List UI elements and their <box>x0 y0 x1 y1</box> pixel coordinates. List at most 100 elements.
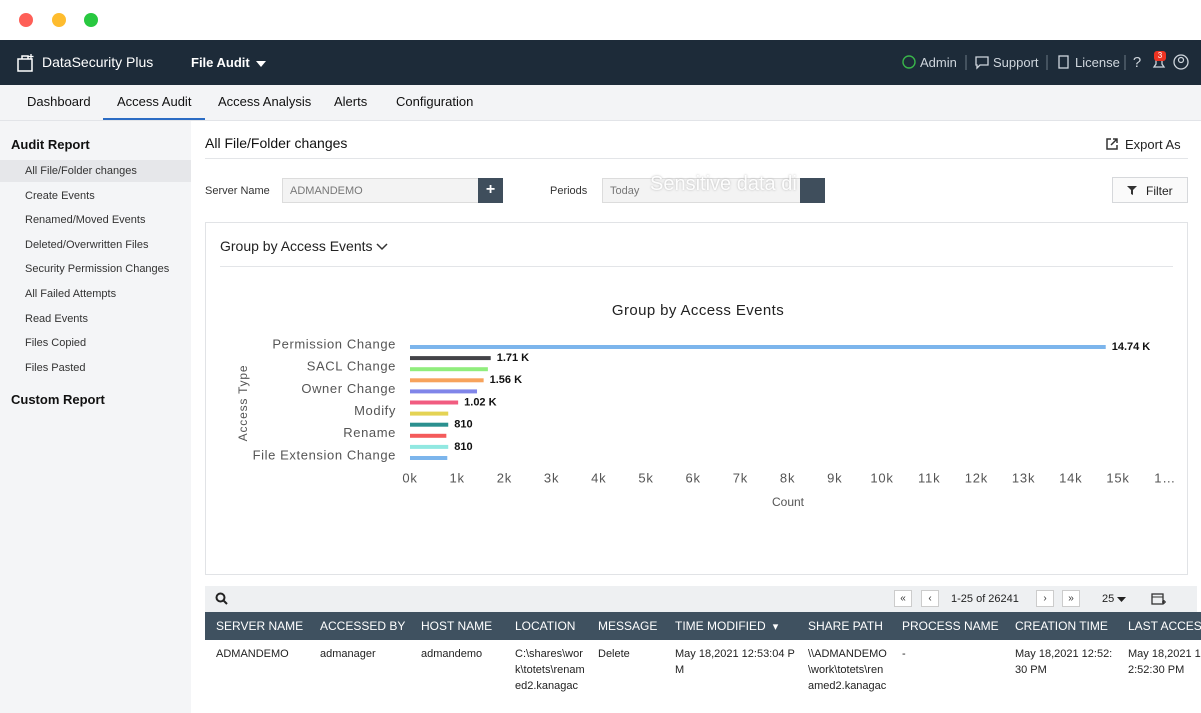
column-header[interactable]: LOCATION <box>515 619 576 633</box>
sidebar-item[interactable]: Files Pasted <box>25 361 86 374</box>
data-label: 1.02 K <box>464 396 496 408</box>
page-title: All File/Folder changes <box>205 135 348 151</box>
sidebar-item[interactable]: All File/Folder changes <box>0 160 191 182</box>
x-axis-label: Count <box>772 495 805 509</box>
add-server-button[interactable]: + <box>478 178 503 203</box>
tab-bar: Dashboard Access Audit Access Analysis A… <box>0 85 1201 121</box>
sidebar-item[interactable]: Renamed/Moved Events <box>25 214 146 227</box>
group-by-selector[interactable]: Group by Access Events <box>220 238 373 254</box>
bar <box>410 389 478 394</box>
maximize-button[interactable] <box>84 13 98 27</box>
bar <box>410 456 448 460</box>
minimize-button[interactable] <box>52 13 66 27</box>
x-tick-label: 8k <box>780 470 795 485</box>
y-tick-label: Modify <box>354 403 396 418</box>
bar <box>410 444 449 449</box>
sidebar-heading[interactable]: Custom Report <box>11 392 105 407</box>
bar <box>410 411 449 416</box>
search-icon[interactable] <box>215 592 229 606</box>
column-header[interactable]: CREATION TIME <box>1015 619 1108 633</box>
license-link[interactable]: License <box>1075 55 1120 70</box>
column-header[interactable]: LAST ACCES <box>1128 619 1201 633</box>
admin-link[interactable]: Admin <box>920 55 957 70</box>
x-tick-label: 10k <box>870 470 893 485</box>
periods-input[interactable]: Today <box>602 178 801 203</box>
prev-page-button[interactable]: ‹ <box>921 590 939 607</box>
notification-badge: 3 <box>1154 51 1166 61</box>
sidebar-item[interactable]: Read Events <box>25 312 88 325</box>
y-axis-label: Access Type <box>236 365 250 442</box>
sidebar-item[interactable]: Files Copied <box>25 337 87 350</box>
bar <box>410 378 484 383</box>
export-icon[interactable] <box>1105 137 1119 151</box>
tab[interactable]: Alerts <box>334 94 368 109</box>
tab[interactable]: Dashboard <box>27 94 91 109</box>
x-tick-label: 7k <box>733 470 748 485</box>
column-header[interactable]: PROCESS NAME <box>902 619 999 633</box>
y-tick-label: Owner Change <box>301 381 396 396</box>
svg-text:?: ? <box>1133 54 1141 71</box>
sidebar-item[interactable]: All Failed Attempts <box>25 288 117 300</box>
column-header[interactable]: TIME MODIFIED <box>675 612 778 640</box>
group-by-caret[interactable] <box>376 243 388 251</box>
close-button[interactable] <box>19 13 33 27</box>
column-header[interactable]: ACCESSED BY <box>320 619 406 633</box>
y-tick-label: Rename <box>343 425 396 440</box>
top-header: DataSecurity Plus File Audit Admin Suppo… <box>0 40 1201 85</box>
module-caret[interactable] <box>255 60 267 68</box>
x-tick-label: 5k <box>638 470 653 485</box>
y-tick-label: SACL Change <box>307 359 396 374</box>
columns-icon[interactable] <box>1151 593 1167 607</box>
bar-chart: Group by Access Events Access Type Count 0k… <box>236 302 1176 509</box>
x-tick-label: 3k <box>544 470 559 485</box>
x-tick-label: 4k <box>591 470 606 485</box>
sidebar-item[interactable]: Deleted/Overwritten Files <box>25 238 149 251</box>
brand-name[interactable]: DataSecurity Plus <box>42 54 154 70</box>
sidebar: Audit Report Custom Report All File/Fold… <box>0 121 191 713</box>
calendar-button[interactable] <box>800 178 825 203</box>
bar <box>410 400 459 405</box>
y-tick-label: File Extension Change <box>253 447 396 462</box>
table-header: SERVER NAME ACCESSED BY HOST NAME LOCATION M… <box>205 612 1201 640</box>
filter-button[interactable]: Filter <box>1112 177 1188 203</box>
table-body: ADMANDEMO admanager admandemo C:\shares\wor… <box>205 640 1201 713</box>
bar <box>410 345 1106 349</box>
table-cell: admanager <box>320 648 376 660</box>
column-header[interactable]: SHARE PATH <box>808 619 883 633</box>
column-header[interactable]: MESSAGE <box>598 619 658 633</box>
data-label: 810 <box>454 441 472 453</box>
tab[interactable]: Access Analysis <box>218 94 312 109</box>
chart-title: Group by Access Events <box>612 302 784 319</box>
x-tick-label: 1… <box>1154 470 1176 485</box>
bar <box>410 367 488 372</box>
pagination-info: 1-25 of 26241 <box>951 593 1019 605</box>
overlay-text: Sensitive data di <box>650 173 797 195</box>
filter-icon <box>1127 186 1137 195</box>
x-tick-label: 1k <box>450 470 465 485</box>
column-header[interactable]: SERVER NAME <box>216 619 304 633</box>
divider <box>205 158 1188 159</box>
column-header[interactable]: HOST NAME <box>421 619 493 633</box>
x-tick-label: 12k <box>965 470 988 485</box>
last-page-button[interactable]: » <box>1062 590 1080 607</box>
server-input[interactable]: ADMANDEMO <box>282 178 479 203</box>
server-label: Server Name <box>205 185 270 197</box>
sidebar-item[interactable]: Security Permission Changes <box>25 263 170 276</box>
x-tick-label: 14k <box>1059 470 1082 485</box>
module-selector[interactable]: File Audit <box>191 55 250 70</box>
first-page-button[interactable]: « <box>894 590 912 607</box>
page-size-selector[interactable]: 25 <box>1102 593 1115 605</box>
table-cell: May 18,2021 12:52:30 PM <box>1015 648 1113 676</box>
periods-label: Periods <box>550 185 588 197</box>
page-size-caret[interactable] <box>1117 597 1126 603</box>
y-tick-label: Permission Change <box>272 336 396 351</box>
sidebar-item[interactable]: Create Events <box>25 189 95 202</box>
tab-active[interactable]: Access Audit <box>103 85 206 120</box>
tab[interactable]: Configuration <box>396 94 474 109</box>
sidebar-heading[interactable]: Audit Report <box>11 137 90 152</box>
next-page-button[interactable]: › <box>1036 590 1054 607</box>
filter-label: Filter <box>1146 184 1173 198</box>
support-link[interactable]: Support <box>993 55 1039 70</box>
divider <box>220 266 1173 267</box>
export-button[interactable]: Export As <box>1125 137 1181 152</box>
